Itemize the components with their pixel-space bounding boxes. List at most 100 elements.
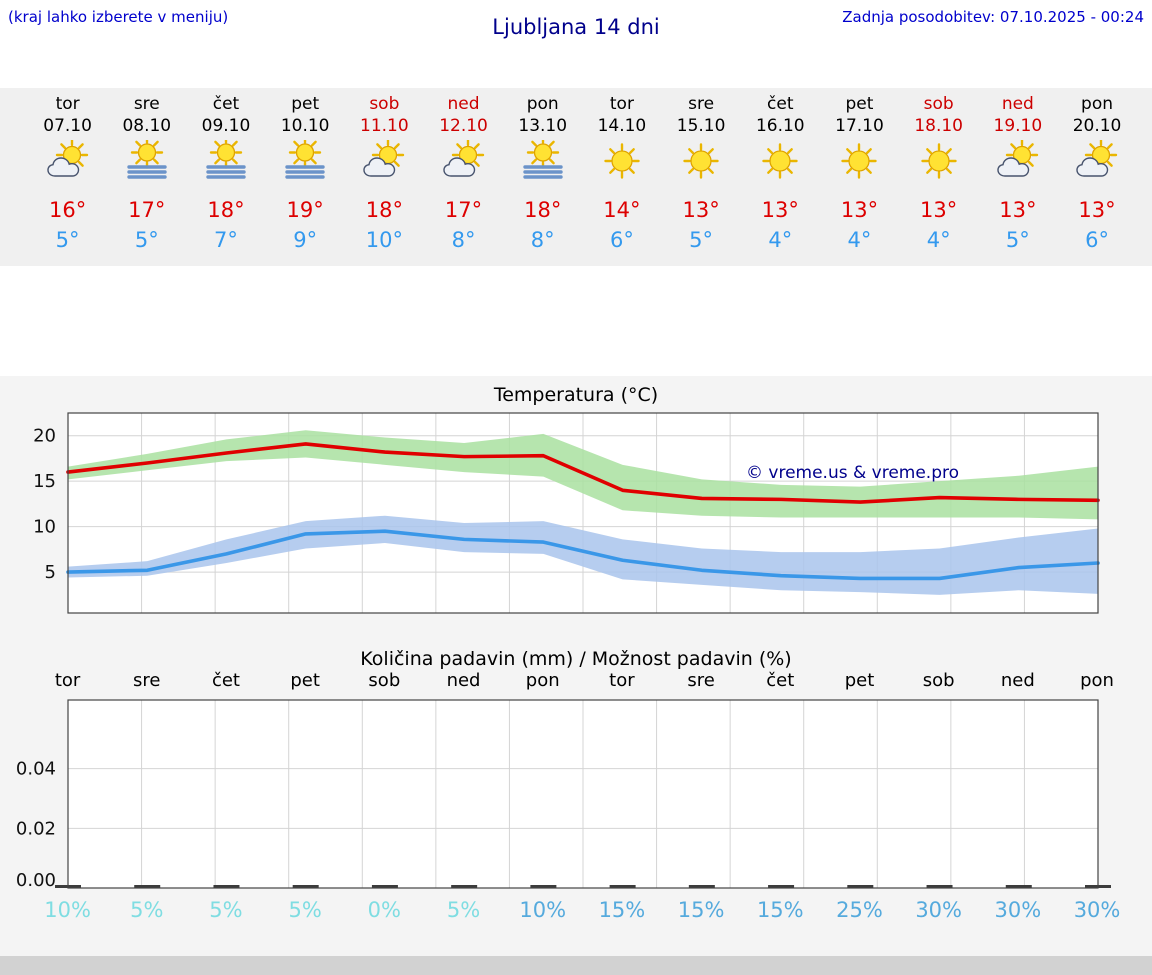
forecast-day-3: čet 09.10 18° 7° <box>186 88 265 252</box>
forecast-day-1: tor 07.10 16° 5° <box>28 88 107 252</box>
page-title: Ljubljana 14 dni <box>492 15 660 39</box>
precip-day-label: tor <box>54 670 81 691</box>
temp-ytick-label: 15 <box>33 471 56 492</box>
precip-percent-label: 25% <box>836 898 883 922</box>
last-update: Zadnja posodobitev: 07.10.2025 - 00:24 <box>842 8 1144 26</box>
day-date: 16.10 <box>755 116 805 136</box>
day-date: 15.10 <box>676 116 726 136</box>
day-name: sre <box>133 94 160 114</box>
forecast-day-10: čet 16.10 13° 4° <box>741 88 820 252</box>
charts-section: Temperatura (°C) 5 10 15 20 © vreme.us & vre… <box>0 376 1152 956</box>
precip-zero-bar <box>292 885 319 888</box>
precip-zero-bar <box>213 885 240 888</box>
day-low-temp: 10° <box>365 228 403 252</box>
forecast-day-7: pon 13.10 18° 8° <box>503 88 582 252</box>
day-name: pon <box>526 94 559 114</box>
precip-day-label: ned <box>446 670 481 691</box>
precip-day-label: pet <box>290 670 320 691</box>
forecast-day-4: pet 10.10 19° 9° <box>266 88 345 252</box>
day-low-temp: 5° <box>1005 228 1030 252</box>
day-high-temp: 14° <box>603 198 641 222</box>
precip-zero-bar <box>926 885 953 888</box>
day-date: 07.10 <box>43 116 92 136</box>
day-date: 12.10 <box>439 116 488 136</box>
watermark-link[interactable]: © vreme.us & vreme.pro <box>746 463 959 483</box>
forecast-day-2: sre 08.10 17° 5° <box>107 88 186 252</box>
day-name: pet <box>291 94 320 114</box>
day-high-temp: 13° <box>682 198 720 222</box>
precipitation-chart: 0.00 0.02 0.04 <box>16 699 1111 891</box>
precip-zero-bar <box>451 885 478 888</box>
sun-cloud-icon <box>28 138 107 186</box>
day-name: tor <box>609 94 634 114</box>
day-name: sob <box>369 94 400 114</box>
precip-zero-bar <box>371 885 398 888</box>
day-low-temp: 6° <box>609 228 634 252</box>
day-high-temp: 13° <box>761 198 799 222</box>
day-high-temp: 17° <box>444 198 483 222</box>
precip-day-label: pon <box>525 670 560 691</box>
day-high-temp: 18° <box>207 198 245 222</box>
sun-fog-icon <box>503 136 582 186</box>
precip-ytick-label: 0.00 <box>16 870 56 891</box>
temperature-chart: 5 10 15 20 © vreme.us & vreme.pro <box>33 412 1100 614</box>
sun-icon <box>582 140 661 186</box>
precipitation-chart-title: Količina padavin (mm) / Možnost padavin … <box>360 648 792 670</box>
precip-day-label: sre <box>687 670 715 691</box>
max-temperatura-line <box>66 442 1100 504</box>
precip-zero-bar <box>1005 885 1032 888</box>
precip-day-labels-row: tor sre čet pet sob ned pon tor sre čet pet sob ned p… <box>28 670 1137 691</box>
precip-ytick-label: 0.04 <box>16 759 56 780</box>
day-low-temp: 5° <box>55 228 80 252</box>
precip-percent-label: 30% <box>1073 898 1121 922</box>
temp-ytick-label: 10 <box>33 517 56 538</box>
day-name: ned <box>1001 94 1034 114</box>
temp-ytick-label: 5 <box>45 562 56 583</box>
precip-percent-label: 5% <box>209 898 243 922</box>
day-low-temp: 4° <box>926 228 951 252</box>
precip-percent-label: 5% <box>446 898 481 922</box>
precip-percent-label: 5% <box>130 898 164 922</box>
precip-percent-label: 15% <box>677 898 725 922</box>
precip-day-label: sre <box>133 670 161 691</box>
precip-day-label: čet <box>211 670 240 691</box>
day-low-temp: 4° <box>847 228 872 252</box>
sun-icon <box>820 140 899 186</box>
precip-percent-row: 10% 5% 5% 5% 0% 5% 10% 15% 15% 15% 25% 30% 30% 30% <box>28 898 1137 922</box>
forecast-days-row: tor 07.10 16° 5° sre 08.10 17° 5° čet 09.10 18° 7° p… <box>28 88 1152 252</box>
day-low-temp: 6° <box>1085 228 1109 252</box>
day-name: sob <box>923 94 954 114</box>
sun-cloud-icon <box>978 138 1057 186</box>
day-date: 11.10 <box>360 116 409 136</box>
sun-icon <box>662 140 741 186</box>
day-date: 20.10 <box>1072 116 1122 136</box>
forecast-day-9: sre 15.10 13° 5° <box>662 88 741 252</box>
day-low-temp: 5° <box>134 228 159 252</box>
precip-percent-label: 10% <box>519 898 567 922</box>
day-low-temp: 4° <box>768 228 793 252</box>
day-name: pet <box>845 94 874 114</box>
forecast-day-8: tor 14.10 14° 6° <box>582 88 661 252</box>
day-high-temp: 18° <box>365 198 403 222</box>
precip-percent-label: 15% <box>598 898 646 922</box>
sun-cloud-icon <box>424 138 503 186</box>
day-high-temp: 13° <box>1078 198 1116 222</box>
sun-cloud-icon <box>1057 138 1136 186</box>
day-high-temp: 13° <box>840 198 879 222</box>
precip-ytick-label: 0.02 <box>16 818 56 839</box>
sun-fog-icon <box>266 136 345 186</box>
day-name: pon <box>1081 94 1114 114</box>
day-date: 09.10 <box>201 116 251 136</box>
min-temperatura-range-band <box>68 515 1098 595</box>
forecast-day-12: sob 18.10 13° 4° <box>899 88 978 252</box>
menu-hint: (kraj lahko izberete v meniju) <box>8 8 229 26</box>
precip-percent-label: 5% <box>288 898 322 922</box>
precip-day-label: sob <box>922 670 955 691</box>
precip-zero-bar <box>530 885 557 888</box>
day-name: tor <box>55 94 80 114</box>
bottom-scrollbar[interactable] <box>0 956 1152 975</box>
sun-icon <box>899 140 978 186</box>
day-name: ned <box>447 94 480 114</box>
day-high-temp: 18° <box>524 198 562 222</box>
day-high-temp: 17° <box>128 198 166 222</box>
